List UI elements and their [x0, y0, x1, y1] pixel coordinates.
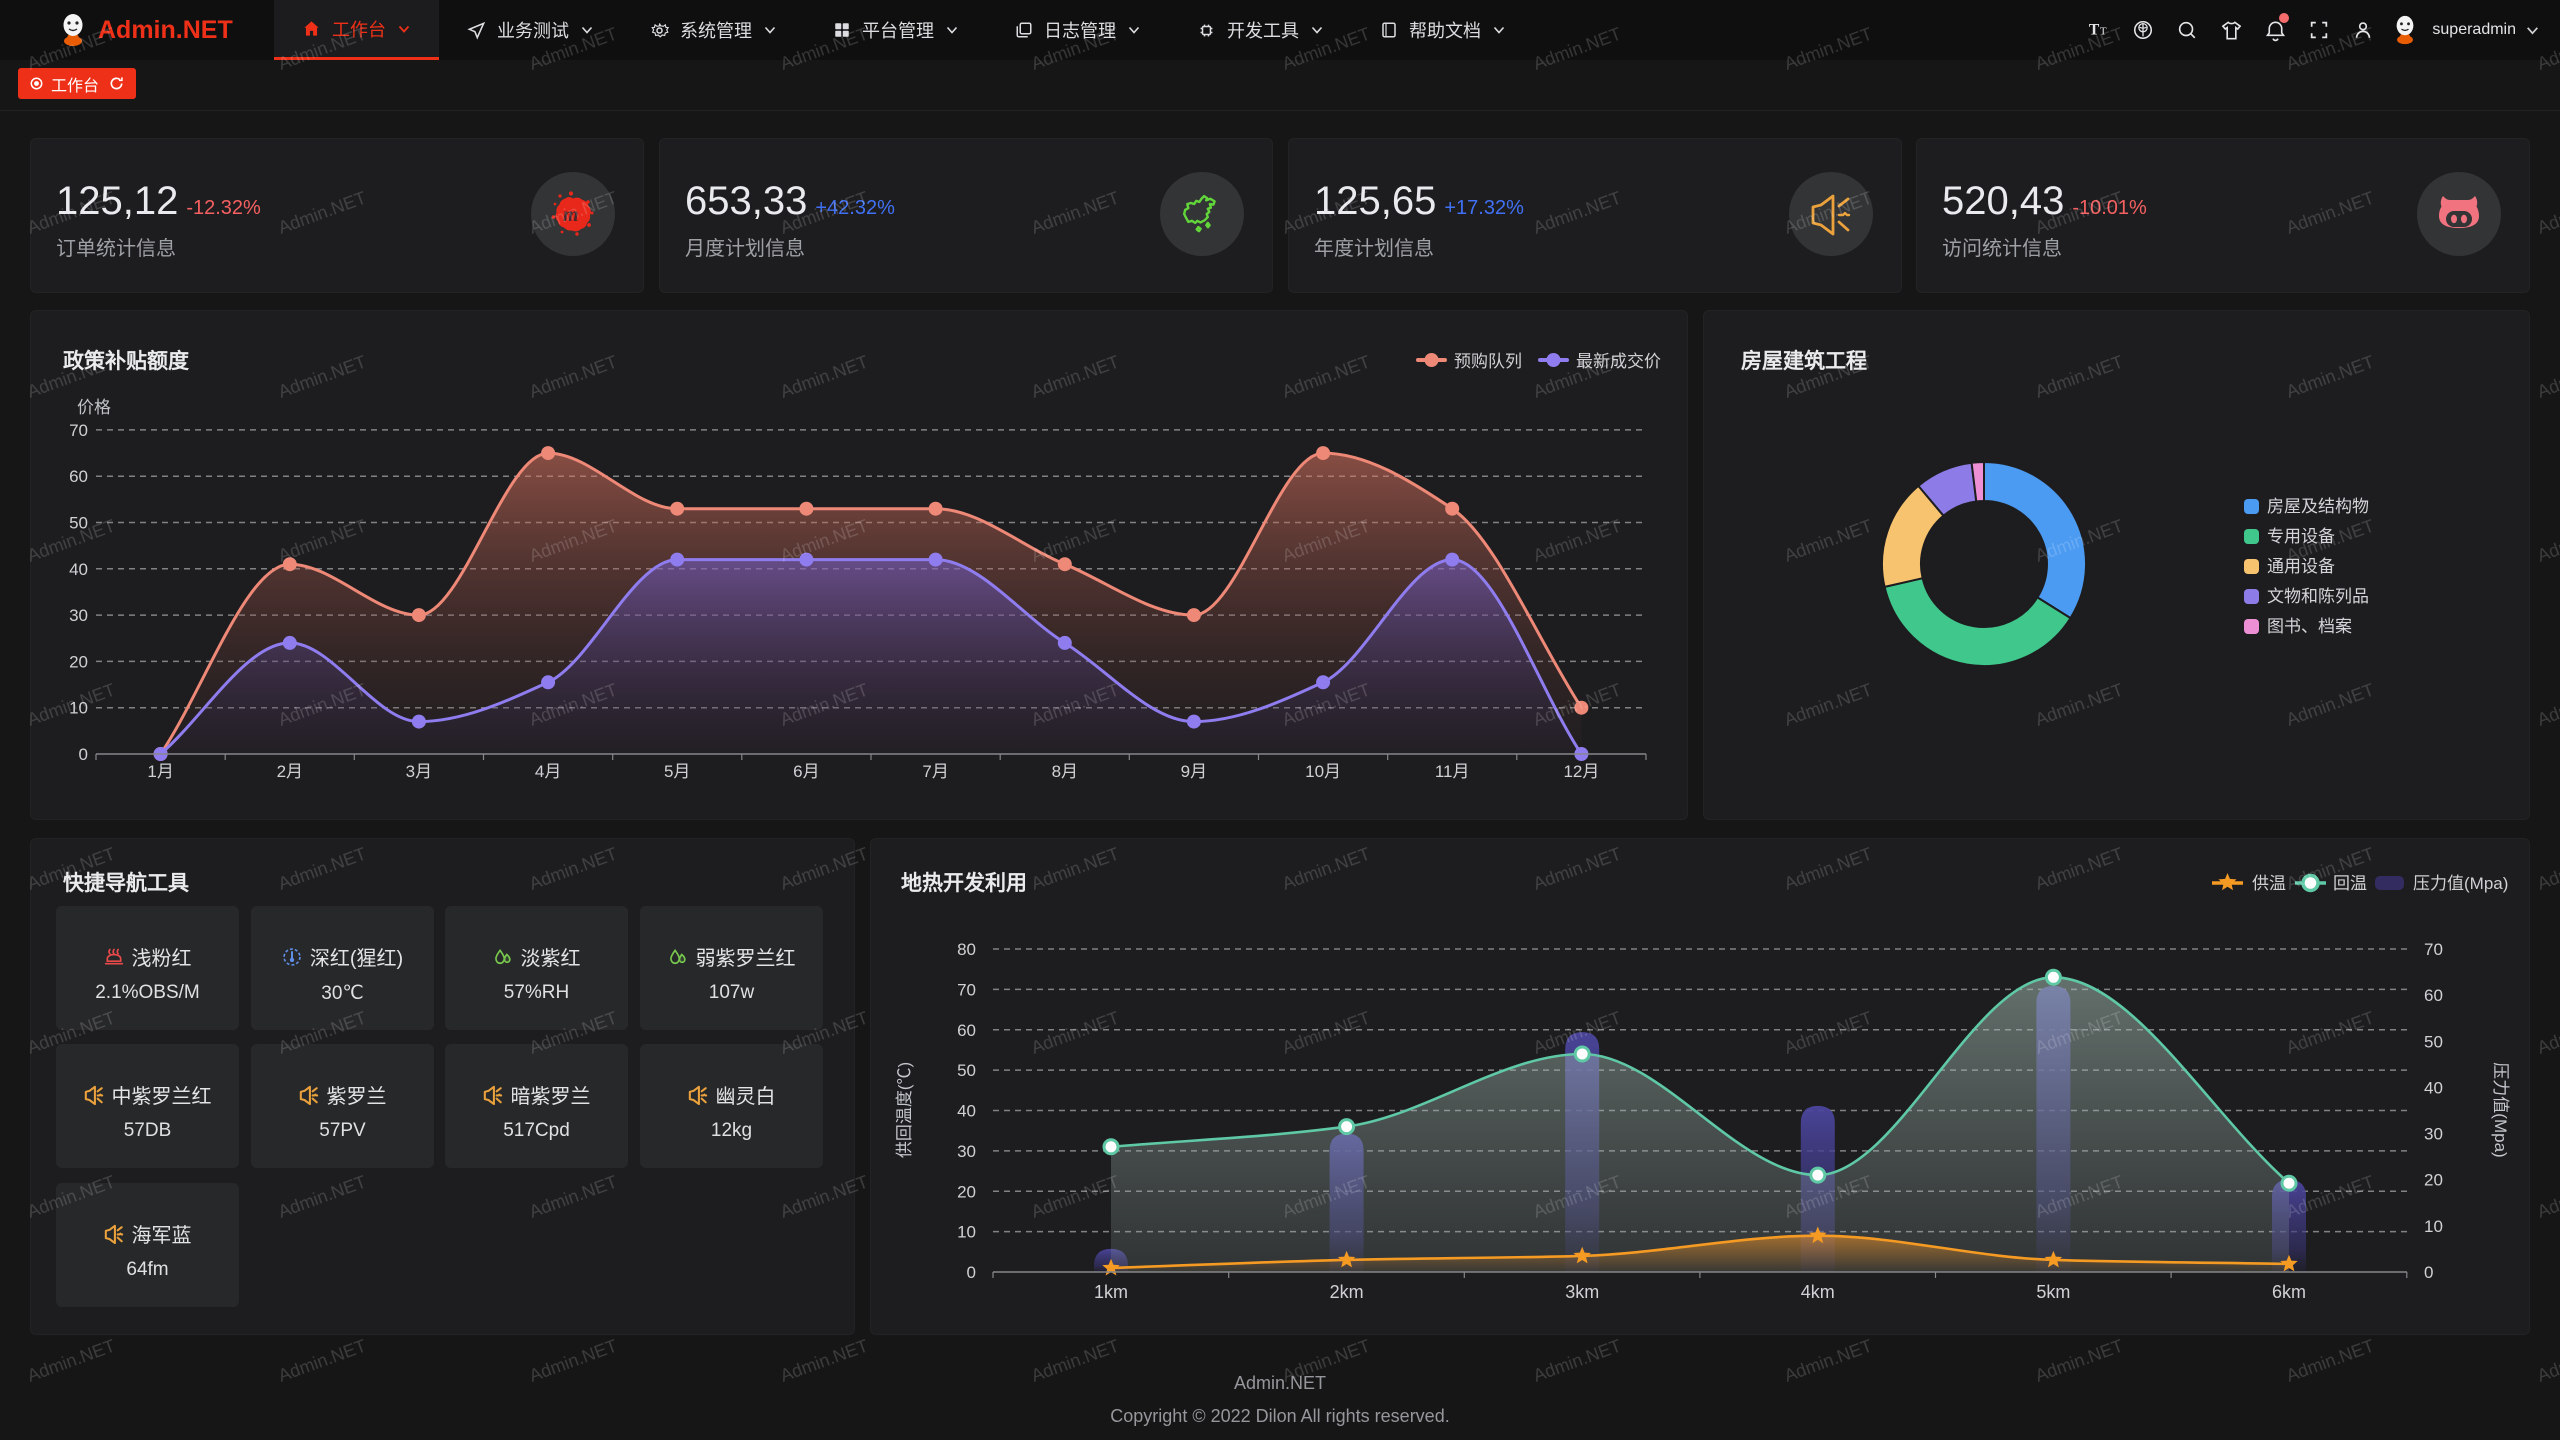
svg-text:m: m — [563, 204, 579, 226]
svg-text:11月: 11月 — [1435, 762, 1470, 781]
svg-text:10: 10 — [2424, 1217, 2443, 1236]
svg-text:T: T — [2089, 22, 2100, 39]
svg-text:T: T — [2100, 26, 2107, 38]
svg-text:3km: 3km — [1565, 1282, 1599, 1302]
svg-text:1km: 1km — [1094, 1282, 1128, 1302]
svg-text:30: 30 — [2424, 1125, 2443, 1144]
svg-text:10月: 10月 — [1305, 762, 1341, 781]
svg-text:40: 40 — [2424, 1078, 2443, 1097]
svg-text:3月: 3月 — [406, 762, 432, 781]
svg-text:60: 60 — [957, 1021, 976, 1040]
svg-text:20: 20 — [957, 1182, 976, 1201]
svg-text:0: 0 — [2424, 1263, 2433, 1282]
svg-text:50: 50 — [2424, 1032, 2443, 1051]
svg-text:30: 30 — [69, 606, 88, 625]
svg-text:2km: 2km — [1330, 1282, 1364, 1302]
svg-text:6km: 6km — [2272, 1282, 2306, 1302]
svg-text:10: 10 — [957, 1223, 976, 1242]
svg-text:5月: 5月 — [664, 762, 690, 781]
svg-text:文物和陈列品: 文物和陈列品 — [2267, 587, 2369, 606]
svg-text:供回温度(℃): 供回温度(℃) — [895, 1062, 914, 1158]
svg-text:8月: 8月 — [1052, 762, 1078, 781]
svg-text:5km: 5km — [2036, 1282, 2070, 1302]
svg-text:4km: 4km — [1801, 1282, 1835, 1302]
svg-text:图书、档案: 图书、档案 — [2267, 617, 2352, 636]
svg-text:房屋及结构物: 房屋及结构物 — [2267, 497, 2369, 516]
svg-text:40: 40 — [69, 560, 88, 579]
svg-text:4月: 4月 — [535, 762, 561, 781]
svg-text:50: 50 — [957, 1061, 976, 1080]
svg-text:20: 20 — [69, 652, 88, 671]
svg-text:70: 70 — [69, 421, 88, 440]
svg-text:70: 70 — [2424, 940, 2443, 959]
svg-text:压力值(Mpa): 压力值(Mpa) — [2413, 874, 2508, 893]
svg-text:0: 0 — [967, 1263, 976, 1282]
svg-text:回温: 回温 — [2333, 874, 2367, 893]
svg-text:专用设备: 专用设备 — [2267, 527, 2335, 546]
svg-text:通用设备: 通用设备 — [2267, 557, 2335, 576]
svg-text:9月: 9月 — [1181, 762, 1207, 781]
svg-text:6月: 6月 — [793, 762, 819, 781]
svg-text:10: 10 — [69, 699, 88, 718]
svg-text:压力值(Mpa): 压力值(Mpa) — [2491, 1062, 2510, 1157]
svg-text:7月: 7月 — [922, 762, 948, 781]
svg-text:60: 60 — [69, 467, 88, 486]
svg-text:80: 80 — [957, 940, 976, 959]
svg-text:30: 30 — [957, 1142, 976, 1161]
svg-text:40: 40 — [957, 1102, 976, 1121]
svg-text:50: 50 — [69, 514, 88, 533]
svg-text:1月: 1月 — [147, 762, 173, 781]
svg-text:60: 60 — [2424, 986, 2443, 1005]
svg-text:供温: 供温 — [2252, 874, 2286, 893]
svg-text:0: 0 — [79, 745, 88, 764]
svg-text:20: 20 — [2424, 1171, 2443, 1190]
svg-text:2月: 2月 — [277, 762, 303, 781]
svg-text:70: 70 — [957, 980, 976, 999]
svg-text:12月: 12月 — [1563, 762, 1599, 781]
